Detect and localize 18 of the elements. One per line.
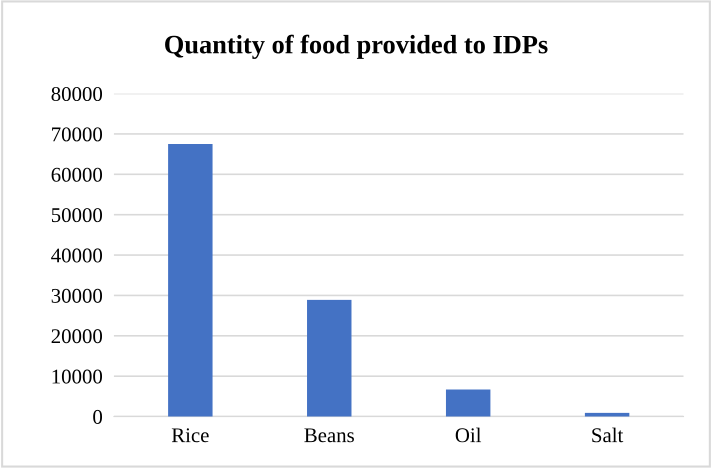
y-tick-label: 80000 [52, 86, 102, 102]
x-tick-label: Salt [592, 428, 624, 442]
y-tick-label: 10000 [52, 370, 102, 384]
y-tick-label: 60000 [52, 168, 102, 182]
y-tick-label: 0 [93, 410, 102, 424]
y-tick-label: 40000 [51, 248, 102, 262]
bar [307, 300, 352, 417]
bar [584, 412, 630, 417]
y-tick-label: 50000 [52, 208, 102, 222]
y-tick-label: 30000 [52, 288, 102, 303]
bar [168, 144, 213, 417]
bar [446, 389, 490, 417]
x-tick-label: Beans [304, 428, 354, 442]
y-tick-label: 20000 [52, 329, 102, 344]
x-tick-label: Rice [172, 428, 209, 442]
y-tick-label: 70000 [52, 127, 102, 142]
x-tick-label: Oil [456, 428, 482, 442]
chart-title: Quantity of food provided to IDPs [165, 34, 548, 59]
